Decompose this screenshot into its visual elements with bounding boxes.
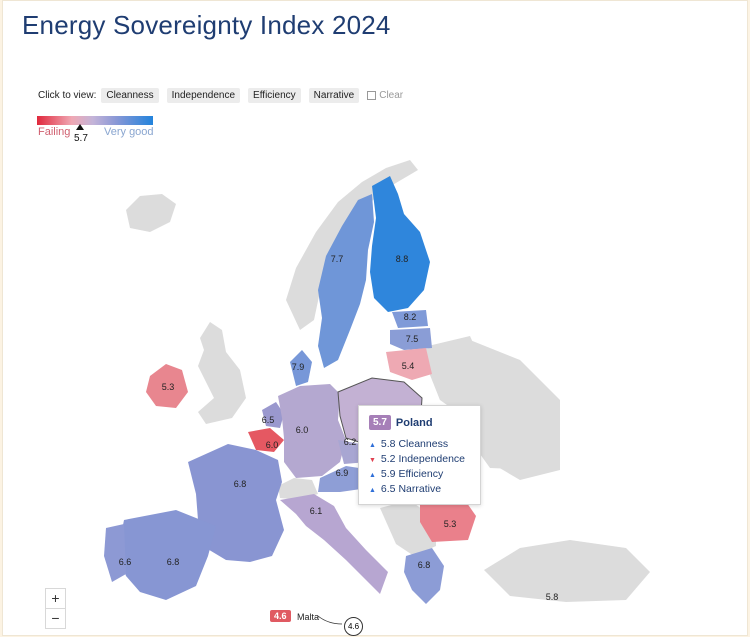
label-latvia: 7.5: [406, 334, 419, 344]
country-ireland: [146, 364, 188, 408]
metric-label: Efficiency: [398, 468, 444, 480]
label-portugal: 6.6: [119, 557, 132, 567]
clear-button[interactable]: Clear: [367, 90, 403, 101]
filter-efficiency-button[interactable]: Efficiency: [248, 87, 301, 103]
country-finland: [370, 176, 430, 312]
filter-independence-button[interactable]: Independence: [166, 87, 241, 103]
zoom-in-button[interactable]: +: [46, 589, 65, 609]
filter-narrative-button[interactable]: Narrative: [308, 87, 360, 103]
malta-score-badge: 4.6: [270, 610, 291, 622]
country-portugal: [104, 524, 126, 582]
metric-value: 5.2: [380, 453, 396, 465]
label-ireland: 5.3: [162, 382, 175, 392]
label-greece: 6.8: [418, 560, 431, 570]
label-estonia: 8.2: [404, 312, 417, 322]
metric-value: 5.9: [380, 468, 396, 480]
tooltip-header: 5.7 Poland: [369, 415, 433, 430]
label-germany: 6.0: [296, 425, 309, 435]
country-lithuania: [386, 348, 432, 380]
malta-leader-line: [317, 615, 343, 625]
country-spain: [118, 510, 216, 600]
label-sweden: 7.7: [331, 254, 344, 264]
label-romania: 5.3: [444, 519, 457, 529]
legend-selected-value: 5.7: [74, 133, 88, 144]
tooltip-metric-row: ▼ 5.2 Independence: [369, 452, 465, 467]
country-estonia: [392, 310, 428, 328]
country-latvia: [390, 328, 432, 350]
metric-label: Cleanness: [398, 438, 449, 450]
label-italy: 6.1: [310, 506, 323, 516]
malta-marker[interactable]: 4.6: [344, 617, 363, 636]
label-netherlands: 6.5: [262, 415, 275, 425]
zoom-control: + −: [45, 588, 66, 629]
country-germany: [278, 384, 346, 478]
country-belgium: [248, 428, 284, 452]
country-iceland: [126, 194, 176, 232]
clear-label: Clear: [379, 89, 404, 101]
country-turkey: [484, 540, 650, 602]
tooltip-country-name: Poland: [395, 416, 433, 429]
label-spain: 6.8: [167, 557, 180, 567]
country-netherlands: [262, 402, 284, 428]
trend-up-icon: ▲: [369, 487, 376, 494]
filter-bar: Click to view: Cleanness Independence Ef…: [38, 87, 403, 103]
tooltip-metric-row: ▲ 6.5 Narrative: [369, 482, 465, 497]
country-belarus: [428, 336, 486, 400]
metric-value: 5.8: [380, 438, 396, 450]
tooltip-score-badge: 5.7: [369, 415, 391, 430]
label-denmark: 7.9: [292, 362, 305, 372]
tooltip-metric-row: ▲ 5.8 Cleanness: [369, 437, 465, 452]
legend-marker-icon: [76, 124, 84, 130]
clear-icon: [367, 90, 377, 100]
legend-low-label: Failing: [38, 126, 71, 138]
trend-down-icon: ▼: [369, 457, 376, 464]
filter-cleanness-button[interactable]: Cleanness: [101, 87, 159, 103]
label-austria: 6.9: [336, 468, 349, 478]
country-romania: [420, 496, 476, 542]
zoom-out-button[interactable]: −: [51, 610, 60, 626]
country-great-britain: [198, 322, 246, 424]
country-italy: [280, 494, 388, 594]
legend-high-label: Very good: [104, 126, 154, 138]
country-sweden: [318, 194, 374, 368]
country-tooltip: 5.7 Poland ▲ 5.8 Cleanness ▼ 5.2 Indepen…: [358, 405, 481, 505]
country-greece: [404, 548, 444, 604]
metric-label: Independence: [398, 453, 466, 465]
page-title: Energy Sovereignty Index 2024: [22, 10, 391, 40]
label-lithuania: 5.4: [402, 361, 415, 371]
country-switzerland: [278, 478, 318, 500]
country-denmark: [290, 350, 312, 386]
metric-label: Narrative: [398, 483, 442, 495]
filter-prompt: Click to view:: [38, 89, 97, 101]
label-finland: 8.8: [396, 254, 409, 264]
metric-value: 6.5: [380, 483, 396, 495]
label-czechia: 6.2: [344, 437, 357, 447]
trend-up-icon: ▲: [369, 472, 376, 479]
label-belgium: 6.0: [266, 440, 279, 450]
malta-label: Malta: [297, 612, 320, 622]
trend-up-icon: ▲: [369, 442, 376, 449]
legend-gradient-bar: [37, 116, 153, 125]
tooltip-metric-row: ▲ 5.9 Efficiency: [369, 467, 465, 482]
label-france: 6.8: [234, 479, 247, 489]
tooltip-metrics: ▲ 5.8 Cleanness ▼ 5.2 Independence ▲ 5.9…: [369, 437, 465, 497]
label-cyprus: 5.8: [546, 592, 559, 602]
